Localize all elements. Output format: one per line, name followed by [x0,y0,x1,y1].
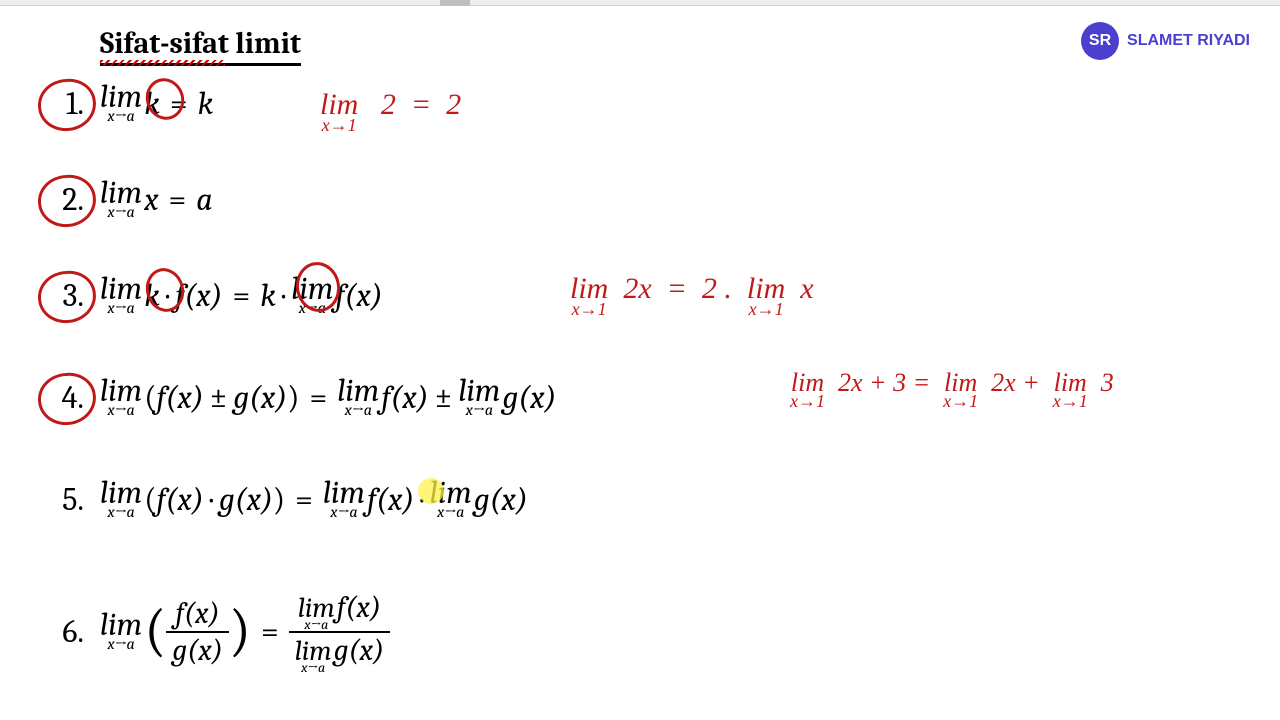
logo-badge: SR [1081,22,1119,60]
cursor-highlight [418,478,444,504]
rule-1: 1. limx→a k = k [36,84,213,122]
rule-6-formula: limx→a ( f(x) g(x) ) = limx→af(x) limx→a… [100,590,390,673]
rule-number: 2. [36,181,84,218]
rule-4: 4. limx→a ( f(x) ± g(x) ) = limx→a f(x) … [36,378,556,416]
rule-number: 5. [36,481,84,518]
channel-logo: SR SLAMET RIYADI [1081,22,1250,60]
rule-number: 6. [36,613,84,650]
app-topbar [0,0,1280,6]
rule-5-formula: limx→a ( f(x) · g(x) ) = limx→a f(x) · l… [100,480,528,518]
tab-indicator [440,0,470,6]
rule-3-formula: limx→a k · f(x) = k · limx→a f(x) [100,276,383,314]
hand-example-4: limx→1 2x + 3 = limx→1 2x + limx→1 3 [790,368,1114,409]
rule-4-formula: limx→a ( f(x) ± g(x) ) = limx→a f(x) ± l… [100,378,556,416]
logo-text: SLAMET RIYADI [1127,32,1250,50]
hand-example-1: limx→1 2 = 2 [320,88,461,133]
rule-number: 3. [36,277,84,314]
spellcheck-squiggle [100,60,225,66]
rule-2-formula: limx→a x = a [100,180,213,218]
rule-number: 1. [36,85,84,122]
hand-example-3: limx→1 2x = 2 . limx→1 x [570,272,814,317]
rule-5: 5. limx→a ( f(x) · g(x) ) = limx→a f(x) … [36,480,528,518]
rule-number: 4. [36,379,84,416]
rule-6: 6. limx→a ( f(x) g(x) ) = limx→af(x) lim… [36,590,390,673]
rule-2: 2. limx→a x = a [36,180,213,218]
